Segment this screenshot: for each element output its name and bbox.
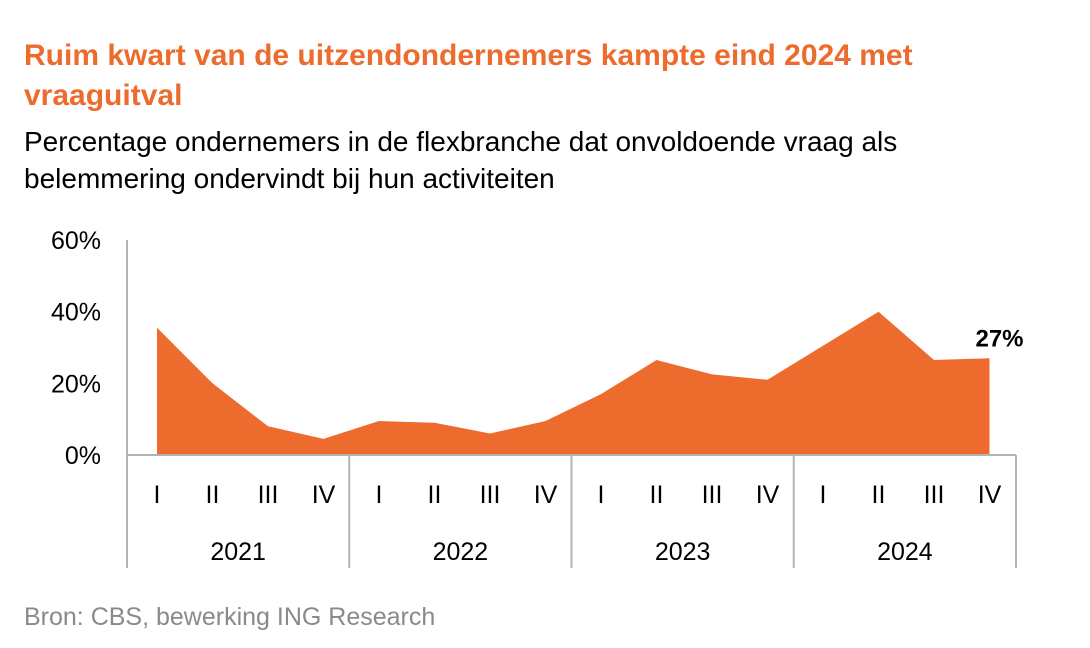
quarter-tick-label: III xyxy=(480,481,501,509)
quarter-tick-label: I xyxy=(820,481,827,509)
y-tick-label: 60% xyxy=(51,227,101,255)
year-label: 2023 xyxy=(655,538,711,566)
quarter-tick-label: II xyxy=(428,481,442,509)
quarter-tick-label: IV xyxy=(978,481,1002,509)
y-tick-label: 20% xyxy=(51,370,101,398)
year-label: 2022 xyxy=(433,538,489,566)
year-label: 2024 xyxy=(877,538,933,566)
quarter-tick-label: II xyxy=(650,481,664,509)
source-note: Bron: CBS, bewerking ING Research xyxy=(24,603,436,631)
quarter-tick-label: III xyxy=(924,481,945,509)
year-label: 2021 xyxy=(210,538,266,566)
quarter-tick-label: III xyxy=(258,481,279,509)
y-tick-label: 40% xyxy=(51,299,101,327)
quarter-tick-label: IV xyxy=(534,481,558,509)
quarter-tick-label: I xyxy=(376,481,383,509)
quarter-tick-label: I xyxy=(598,481,605,509)
chart-title: Ruim kwart van de uitzendondernemers kam… xyxy=(24,39,913,112)
data-label: 27% xyxy=(975,325,1023,352)
quarter-tick-label: II xyxy=(206,481,220,509)
y-tick-label: 0% xyxy=(65,442,101,470)
chart-subtitle: Percentage ondernemers in de flexbranche… xyxy=(24,126,898,194)
quarter-tick-label: IV xyxy=(312,481,336,509)
quarter-tick-label: I xyxy=(154,481,161,509)
series-area xyxy=(157,311,990,455)
quarter-tick-label: III xyxy=(702,481,723,509)
quarter-tick-label: IV xyxy=(756,481,780,509)
quarter-tick-label: II xyxy=(872,481,886,509)
